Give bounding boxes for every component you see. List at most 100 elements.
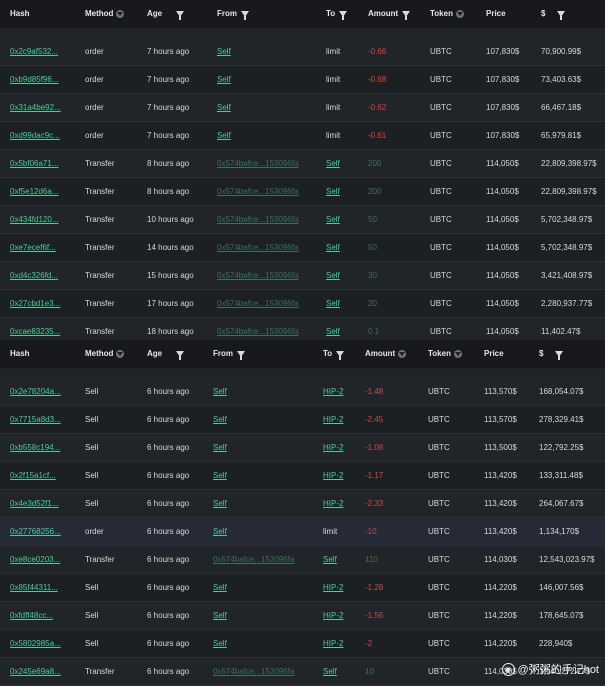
hash-link[interactable]: 0x27cbd1e3... (10, 299, 61, 308)
hash-link[interactable]: 0x2e78204a... (10, 387, 61, 396)
to-link[interactable]: Self (326, 271, 340, 280)
table-row[interactable]: 0xe7ecef6f... Transfer 14 hours ago 0x574ba… (0, 234, 605, 262)
from-link[interactable]: Self (213, 611, 227, 620)
to-link[interactable]: HIP-2 (323, 415, 344, 424)
to-link[interactable]: Self (326, 243, 340, 252)
from-link[interactable]: Self (217, 103, 231, 112)
age-filter-icon[interactable] (176, 11, 185, 20)
from-link[interactable]: 0x574bafce...153096fa (217, 159, 299, 168)
table-row[interactable]: 0x4e3d52f1... Sell 6 hours ago Self HIP-2 -2.… (0, 490, 605, 518)
table-row[interactable]: 0x2c9af532... order 7 hours ago Self limit -0… (0, 38, 605, 66)
to-link[interactable]: HIP-2 (323, 583, 344, 592)
from-link[interactable]: 0x574bafce...153096fa (213, 555, 295, 564)
hash-link[interactable]: 0x85f44311... (10, 583, 58, 592)
from-link[interactable]: Self (213, 583, 227, 592)
table-row[interactable]: 0x5bf06a71... Transfer 8 hours ago 0x574baf… (0, 150, 605, 178)
from-link[interactable]: 0x574bafce...153096fa (217, 271, 299, 280)
table-row[interactable]: 0xb9d85f96... order 7 hours ago Self limit -0… (0, 66, 605, 94)
to-link[interactable]: Self (326, 187, 340, 196)
from-link[interactable]: Self (217, 47, 231, 56)
from-link[interactable]: Self (213, 499, 227, 508)
table-row[interactable]: 0x2e78204a... Sell 6 hours ago Self HIP-2 -1.… (0, 378, 605, 406)
age-filter-icon[interactable] (176, 351, 185, 360)
to-link[interactable]: Self (326, 299, 340, 308)
from-link[interactable]: Self (213, 387, 227, 396)
hash-link[interactable]: 0x5bf06a71... (10, 159, 59, 168)
to-link[interactable]: HIP-2 (323, 471, 344, 480)
amount-cell: 200 (368, 159, 382, 168)
to-link[interactable]: Self (323, 667, 337, 676)
hash-link[interactable]: 0x245e69a8... (10, 667, 61, 676)
table-row[interactable]: 0x31a4be92... order 7 hours ago Self limit -0… (0, 94, 605, 122)
hash-link[interactable]: 0xcae83235... (10, 327, 61, 336)
to-link[interactable]: Self (326, 327, 340, 336)
from-link[interactable]: 0x574bafce...153096fa (217, 243, 299, 252)
amount-filter-icon[interactable] (402, 11, 411, 20)
hash-link[interactable]: 0x2c9af532... (10, 47, 59, 56)
to-filter-icon[interactable] (339, 11, 348, 20)
hash-link[interactable]: 0x2f15a1cf... (10, 471, 56, 480)
hash-link[interactable]: 0xfdff48cc... (10, 611, 53, 620)
to-link[interactable]: Self (326, 215, 340, 224)
hash-link[interactable]: 0x31a4be92... (10, 103, 61, 112)
from-link[interactable]: 0x574bafce...153096fa (213, 667, 295, 676)
table-row[interactable]: 0xe8ce0203... Transfer 6 hours ago 0x574baf… (0, 546, 605, 574)
from-filter-icon[interactable] (241, 11, 249, 20)
table-row[interactable]: 0x85f44311... Sell 6 hours ago Self HIP-2 -1.… (0, 574, 605, 602)
from-link[interactable]: 0x574bafce...153096fa (217, 299, 299, 308)
to-link[interactable]: HIP-2 (323, 499, 344, 508)
table-row[interactable]: 0xd4c326fd... Transfer 15 hours ago 0x574ba… (0, 262, 605, 290)
from-link[interactable]: Self (213, 471, 227, 480)
amount-cell: -1.56 (365, 611, 384, 620)
from-filter-icon[interactable] (237, 351, 245, 360)
from-link[interactable]: 0x574bafce...153096fa (217, 187, 299, 196)
method-filter-icon[interactable] (116, 350, 125, 358)
from-link[interactable]: Self (217, 131, 231, 140)
table-row[interactable]: 0x27768256... order 6 hours ago Self limit -1… (0, 518, 605, 546)
amount-filter-icon[interactable] (398, 350, 407, 358)
hash-link[interactable]: 0x27768256... (10, 527, 61, 536)
table-row[interactable]: 0x5802985a... Sell 6 hours ago Self HIP-2 -2 U… (0, 630, 605, 658)
to-link[interactable]: HIP-2 (323, 443, 344, 452)
hash-link[interactable]: 0xf5e12d6a... (10, 187, 59, 196)
to-filter-icon[interactable] (336, 351, 345, 360)
table-row[interactable]: 0x434fd120... Transfer 10 hours ago 0x574ba… (0, 206, 605, 234)
table-row[interactable]: 0x27cbd1e3... Transfer 17 hours ago 0x574ba… (0, 290, 605, 318)
table-row[interactable]: 0xd99dac9c... order 7 hours ago Self limit -0… (0, 122, 605, 150)
table-row[interactable]: 0x7715a8d3... Sell 6 hours ago Self HIP-2 -2.… (0, 406, 605, 434)
price-cell: 114,220$ (484, 639, 517, 648)
from-link[interactable]: Self (213, 415, 227, 424)
hash-link[interactable]: 0xd99dac9c... (10, 131, 60, 140)
hash-link[interactable]: 0xd4c326fd... (10, 271, 59, 280)
token-filter-icon[interactable] (455, 10, 464, 18)
table-row[interactable]: 0xb558c194... Sell 6 hours ago Self HIP-2 -1.… (0, 434, 605, 462)
from-link[interactable]: Self (217, 75, 231, 84)
table-row[interactable]: 0x2f15a1cf... Sell 6 hours ago Self HIP-2 -1.… (0, 462, 605, 490)
method-filter-icon[interactable] (116, 10, 125, 18)
hash-link[interactable]: 0xb558c194... (10, 443, 61, 452)
usd-filter-icon[interactable] (557, 11, 566, 20)
hash-link[interactable]: 0x7715a8d3... (10, 415, 61, 424)
from-link[interactable]: Self (213, 527, 227, 536)
method-cell: Transfer (85, 243, 115, 252)
to-link[interactable]: HIP-2 (323, 387, 344, 396)
from-link[interactable]: 0x574bafce...153096fa (217, 327, 299, 336)
hash-link[interactable]: 0xe8ce0203... (10, 555, 61, 564)
to-link[interactable]: Self (323, 555, 337, 564)
hash-link[interactable]: 0x434fd120... (10, 215, 59, 224)
to-cell: limit (323, 527, 338, 536)
to-link[interactable]: Self (326, 159, 340, 168)
to-link[interactable]: HIP-2 (323, 639, 344, 648)
from-link[interactable]: 0x574bafce...153096fa (217, 215, 299, 224)
from-link[interactable]: Self (213, 443, 227, 452)
hash-link[interactable]: 0x4e3d52f1... (10, 499, 59, 508)
usd-filter-icon[interactable] (555, 351, 564, 360)
hash-link[interactable]: 0x5802985a... (10, 639, 61, 648)
hash-link[interactable]: 0xe7ecef6f... (10, 243, 56, 252)
token-filter-icon[interactable] (453, 350, 462, 358)
table-row[interactable]: 0xf5e12d6a... Transfer 8 hours ago 0x574baf… (0, 178, 605, 206)
hash-link[interactable]: 0xb9d85f96... (10, 75, 59, 84)
table-row[interactable]: 0xfdff48cc... Sell 6 hours ago Self HIP-2 -1.… (0, 602, 605, 630)
to-link[interactable]: HIP-2 (323, 611, 344, 620)
from-link[interactable]: Self (213, 639, 227, 648)
